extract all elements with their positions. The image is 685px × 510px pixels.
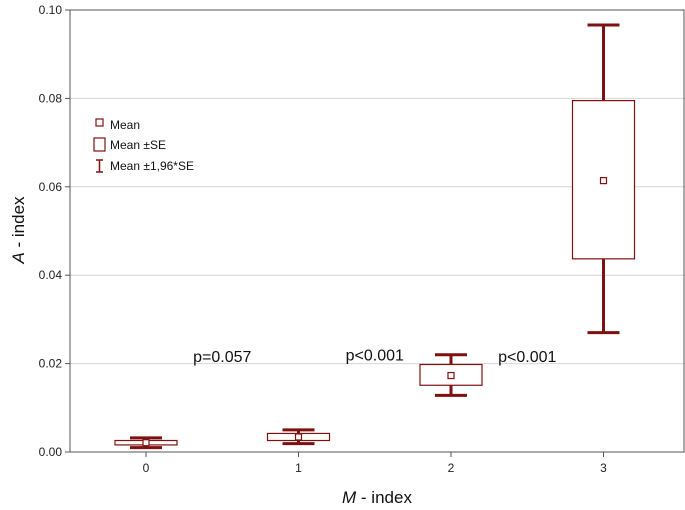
x-tick-label: 1: [295, 461, 302, 475]
x-axis-title-variable: M: [342, 488, 357, 507]
plot-area-frame: [69, 9, 685, 453]
x-tick-label: 2: [448, 461, 455, 475]
y-axis-title-variable: A: [9, 252, 28, 264]
y-tick-label: 0.06: [39, 180, 63, 194]
x-axis-ticks: 0 1 2 3: [143, 452, 607, 475]
mean-marker: [294, 433, 303, 441]
y-axis-ticks: 0.00 0.02 0.04 0.06 0.08 0.10: [39, 3, 70, 459]
legend-mean-label: Mean: [110, 118, 140, 132]
p-value-label: p<0.001: [498, 349, 556, 366]
legend-se-marker: [93, 137, 106, 152]
box-group: [571, 23, 636, 335]
y-tick-label: 0.00: [39, 445, 63, 459]
mean-marker: [142, 439, 150, 447]
y-tick-label: 0.10: [39, 3, 63, 17]
box-series: [114, 23, 636, 450]
x-tick-label: 0: [143, 461, 150, 475]
p-value-label: p=0.057: [193, 349, 251, 366]
mean-marker: [599, 177, 608, 185]
x-axis-title: M - index: [342, 488, 412, 507]
legend-ci-marker: [96, 159, 103, 173]
p-value-label: p<0.001: [346, 348, 404, 365]
x-tick-label: 3: [600, 461, 607, 475]
x-axis-title-suffix: - index: [356, 488, 412, 507]
legend: Mean Mean ±SE Mean ±1,96*SE: [93, 118, 194, 173]
legend-mean-marker: [95, 118, 104, 127]
y-axis-title-suffix: - index: [9, 196, 28, 252]
box-group: [114, 436, 178, 450]
legend-se-label: Mean ±SE: [110, 138, 166, 152]
y-tick-label: 0.02: [39, 357, 63, 371]
y-tick-label: 0.08: [39, 91, 63, 105]
box-group: [266, 428, 331, 446]
p-value-annotations: p=0.057 p<0.001 p<0.001: [193, 348, 556, 366]
grid-lines: [70, 97, 685, 365]
mean-marker: [447, 371, 455, 380]
legend-ci-label: Mean ±1,96*SE: [110, 159, 194, 173]
y-tick-label: 0.04: [39, 268, 63, 282]
y-axis-title: A - index: [9, 196, 28, 265]
box-group: [419, 353, 483, 397]
